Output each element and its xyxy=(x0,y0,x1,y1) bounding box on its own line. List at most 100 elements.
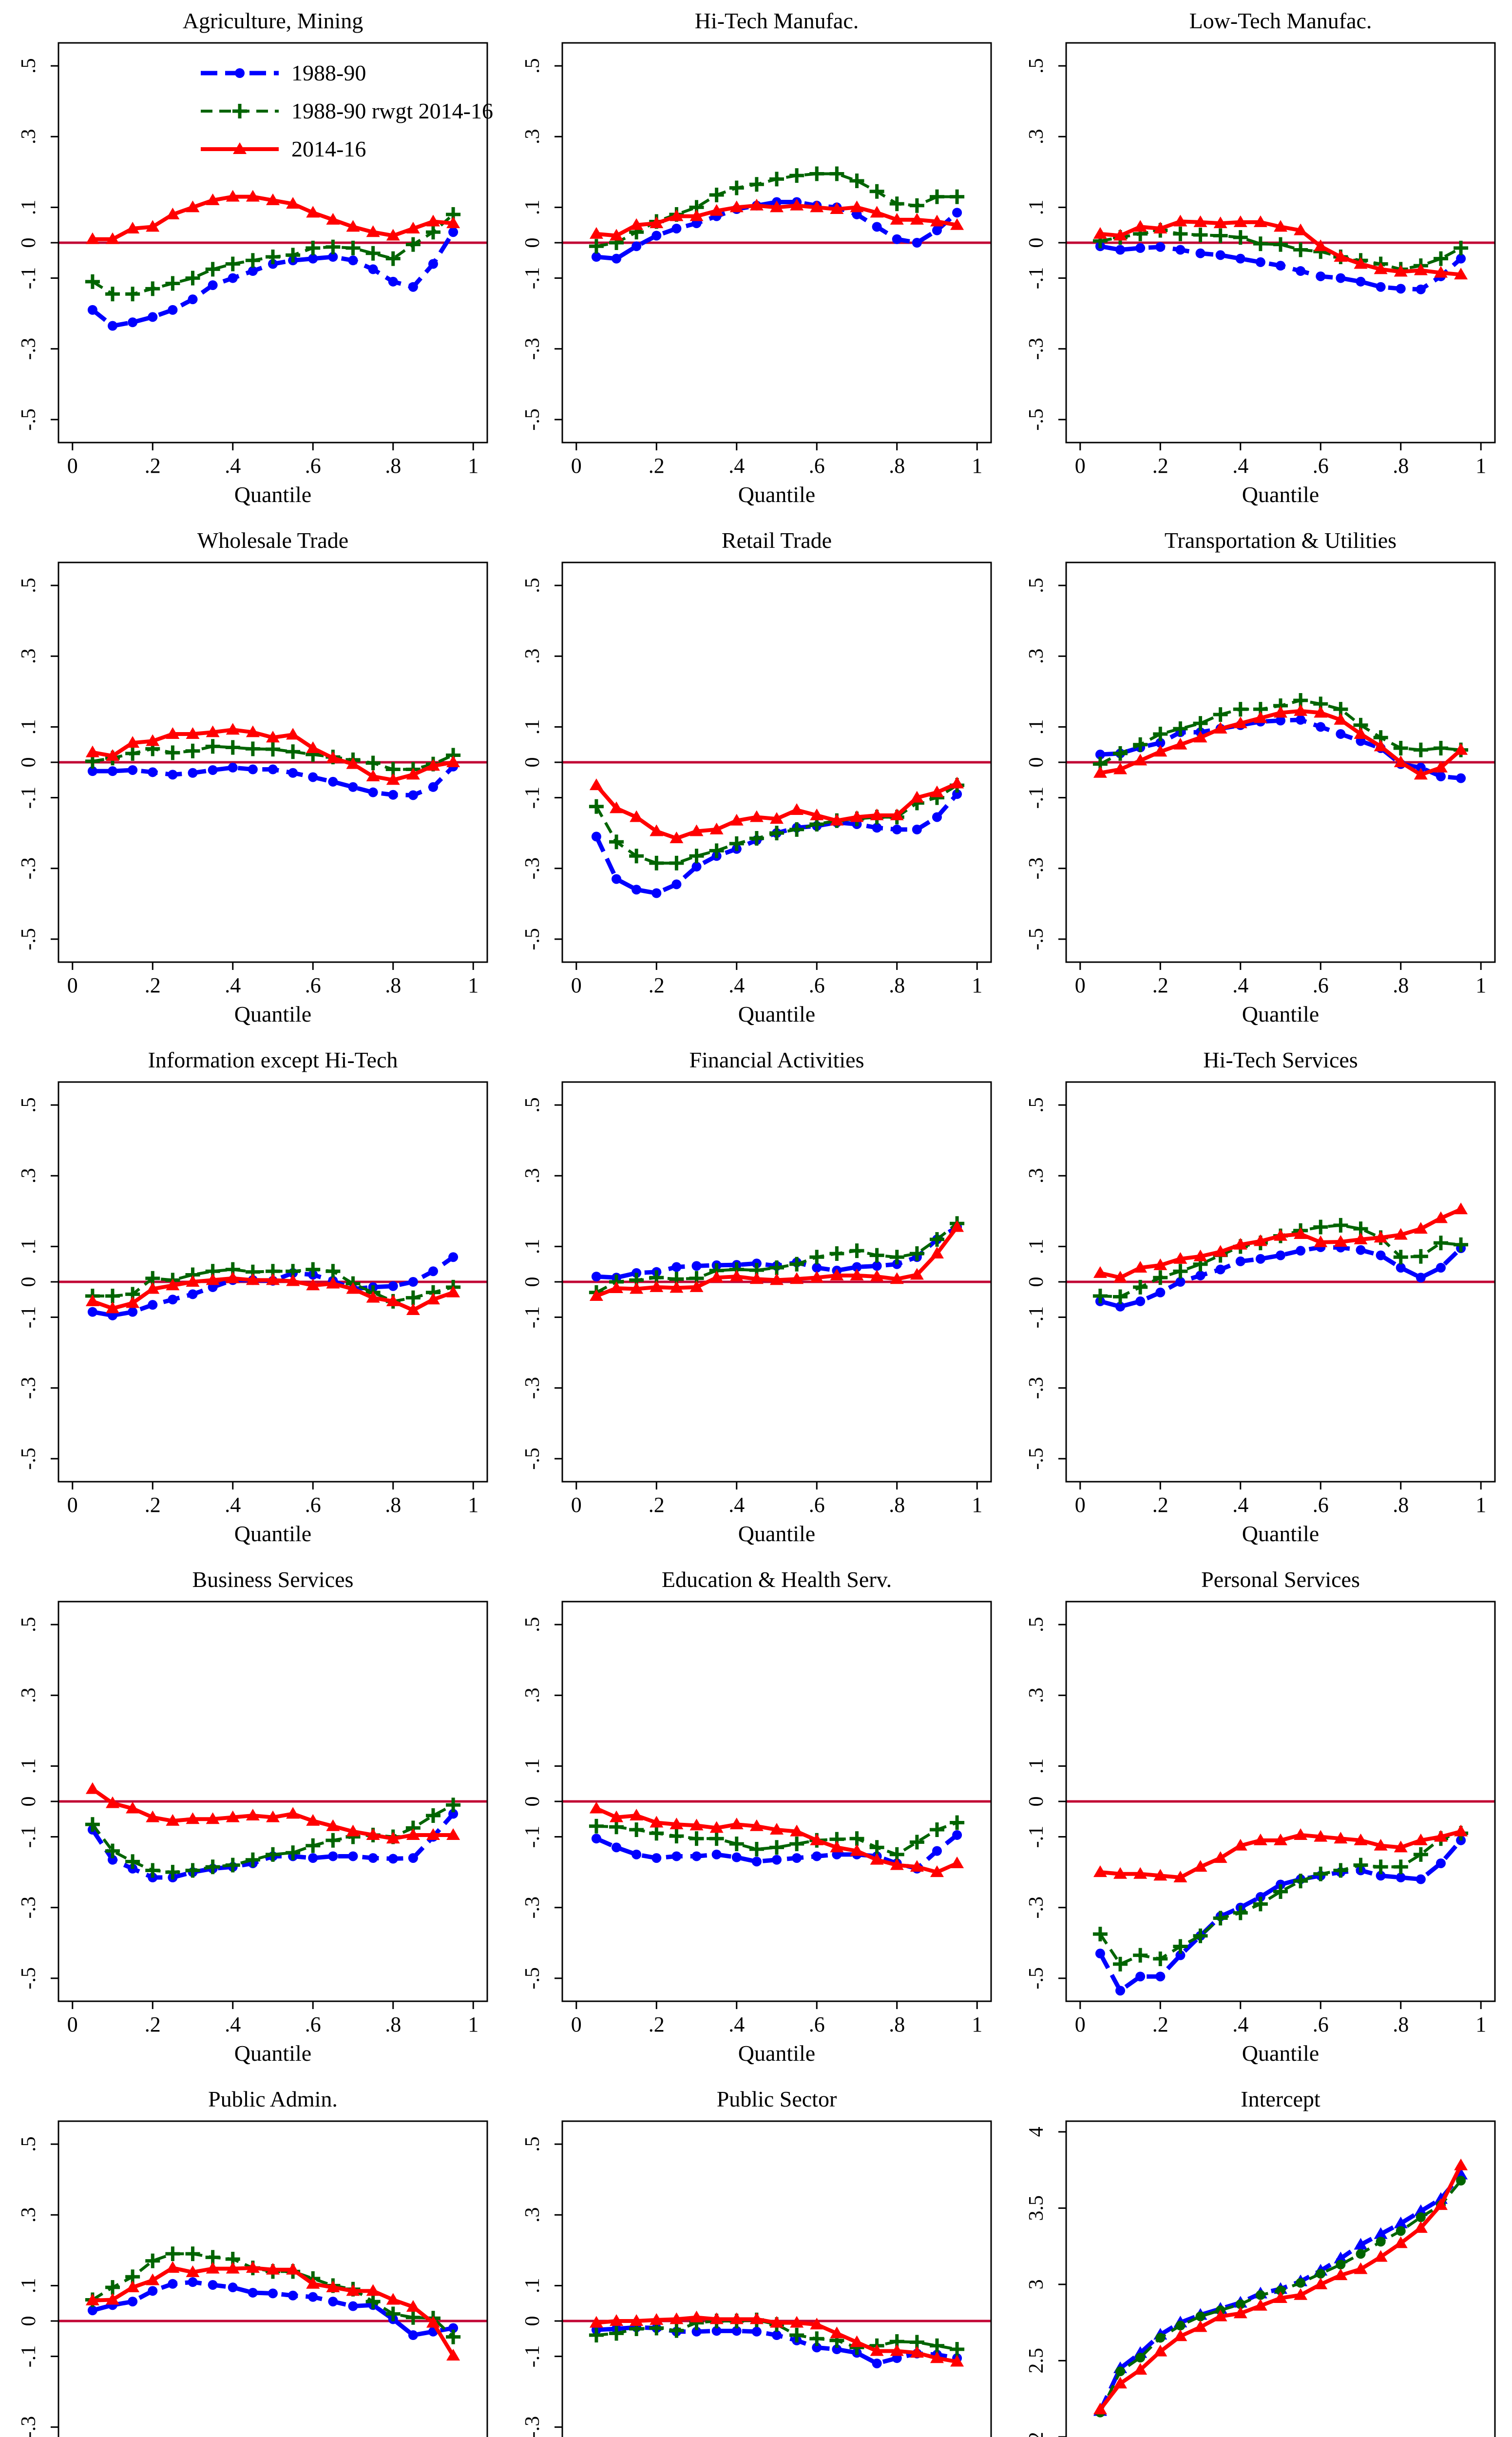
series-2014-16 xyxy=(85,1782,460,1844)
y-tick-label: -.1 xyxy=(1025,1306,1048,1329)
y-tick-label: .5 xyxy=(1025,1097,1048,1113)
legend: 1988-90 1988-90 rwgt 2014-16 2014-16 xyxy=(201,60,493,161)
y-tick-label: -.5 xyxy=(521,1448,544,1470)
y-axis-ticks: .5 .3 .1 0 -.1 -.3 -.5 xyxy=(1025,1617,1066,1990)
x-tick-label: 0 xyxy=(1075,454,1086,478)
y-tick-label: .3 xyxy=(521,649,544,664)
chart-agriculture-mining: Agriculture, Mining .5 .3 .1 0 -.1 -.3 -.5 0 .2 .4… xyxy=(18,8,493,507)
y-tick-label: -.3 xyxy=(521,2416,544,2437)
series-1988-90 xyxy=(87,2277,459,2340)
chart-title: Intercept xyxy=(1241,2087,1321,2111)
y-tick-label: -.3 xyxy=(18,2416,40,2437)
series-2014-16 xyxy=(1093,2158,1468,2415)
y-axis-ticks: .5 .3 .1 0 -.1 -.3 -.5 xyxy=(1025,578,1066,950)
x-tick-label: 1 xyxy=(1475,2012,1486,2036)
x-tick-label: .8 xyxy=(385,973,401,997)
series-1988-90-rwgt-2014-16 xyxy=(85,207,461,302)
plot-frame xyxy=(1065,561,1496,963)
x-tick-label: .2 xyxy=(145,2012,161,2036)
y-axis-ticks: .5 .3 .1 0 -.1 -.3 -.5 xyxy=(18,1097,58,1470)
series-1988-90-rwgt-2014-16 xyxy=(1092,1826,1469,1972)
x-tick-label: .8 xyxy=(1393,973,1409,997)
plot-frame xyxy=(561,1081,992,1483)
x-tick-label: 0 xyxy=(67,454,78,478)
chart-panel-public-sector: Public Sector.5.3.10-.1-.3-.50.2.4.6.81Q… xyxy=(504,2078,1008,2437)
x-tick-label: 1 xyxy=(468,973,478,997)
y-tick-label: -.3 xyxy=(18,1377,40,1399)
series-line-1988-90 xyxy=(91,1812,455,1880)
y-axis-ticks: .5 .3 .1 0 -.1 -.3 -.5 xyxy=(521,1617,562,1990)
x-tick-label: .4 xyxy=(1232,973,1248,997)
x-tick-label: 1 xyxy=(468,1493,478,1517)
y-tick-label: .3 xyxy=(521,129,544,145)
y-tick-label: -.1 xyxy=(18,787,40,809)
chart-title: Retail Trade xyxy=(722,528,832,553)
chart-public-sector: Public Sector.5.3.10-.1-.3-.50.2.4.6.81Q… xyxy=(521,2087,992,2437)
series-markers-2014-16 xyxy=(85,1271,460,1315)
x-tick-label: 1 xyxy=(1475,973,1486,997)
x-tick-label: .4 xyxy=(728,1493,745,1517)
y-tick-label: .5 xyxy=(18,58,40,74)
chart-title: Business Services xyxy=(192,1567,354,1592)
y-tick-label: .3 xyxy=(521,1168,544,1184)
series-1988-90-rwgt-2014-16 xyxy=(1092,693,1469,772)
y-tick-label: -.3 xyxy=(1025,1377,1048,1399)
y-tick-label: -.5 xyxy=(521,1967,544,1990)
x-tick-label: .4 xyxy=(728,454,745,478)
x-tick-label: .2 xyxy=(649,1493,665,1517)
x-tick-label: .6 xyxy=(1313,1493,1329,1517)
x-tick-label: .2 xyxy=(1152,973,1168,997)
y-tick-label: -.5 xyxy=(1025,1967,1048,1990)
x-tick-label: 0 xyxy=(571,973,582,997)
series-line-2014-16 xyxy=(92,2265,455,2357)
series-markers-1988-90-rwgt-2014-16 xyxy=(1092,1826,1469,1972)
y-tick-label: .1 xyxy=(18,1239,40,1255)
plot-frame xyxy=(1065,42,1496,444)
x-tick-label: .8 xyxy=(1393,454,1409,478)
x-tick-label: .6 xyxy=(1313,973,1329,997)
y-tick-label: -.5 xyxy=(521,928,544,950)
x-tick-label: 1 xyxy=(972,1493,982,1517)
y-tick-label: .5 xyxy=(521,58,544,74)
x-axis-label: Quantile xyxy=(738,1521,815,1546)
y-tick-label: -.3 xyxy=(521,857,544,880)
chart-title: Agriculture, Mining xyxy=(183,8,364,33)
x-tick-label: .8 xyxy=(385,2012,401,2036)
chart-panel-public-admin: Public Admin..5.3.10-.1-.3-.50.2.4.6.81Q… xyxy=(0,2078,504,2437)
chart-panel-hi-tech-manufac: Hi-Tech Manufac. .5 .3 .1 0 -.1 -.3 -.5 0 .2 .4 .6.… xyxy=(504,0,1008,520)
chart-title: Hi-Tech Services xyxy=(1203,1047,1358,1072)
chart-personal-services: Personal Services .5 .3 .1 0 -.1 -.3 -.5 0 .2 .4 .6… xyxy=(1025,1567,1496,2066)
series-markers-1988-90 xyxy=(87,2277,459,2340)
x-axis-label: Quantile xyxy=(234,482,311,507)
y-tick-label: .5 xyxy=(18,1617,40,1632)
y-tick-label: 0 xyxy=(1025,757,1048,768)
series-markers-1988-90 xyxy=(1095,241,1466,294)
plot-frame xyxy=(1065,1601,1496,2002)
x-tick-label: .4 xyxy=(225,1493,241,1517)
series-markers-1988-90 xyxy=(1095,1242,1466,1312)
x-tick-label: 0 xyxy=(1075,2012,1086,2036)
series-1988-90-rwgt-2014-16 xyxy=(589,1815,965,1862)
y-tick-label: -.5 xyxy=(1025,928,1048,950)
y-tick-label: 0 xyxy=(18,2316,40,2326)
series-markers-1988-90-rwgt-2014-16 xyxy=(589,1815,965,1862)
chart-title: Public Admin. xyxy=(208,2087,338,2111)
x-axis-label: Quantile xyxy=(738,2041,815,2066)
y-tick-label: -.1 xyxy=(521,1306,544,1329)
x-tick-label: .8 xyxy=(385,1493,401,1517)
y-tick-label: 0 xyxy=(521,1277,544,1287)
x-axis-label: Quantile xyxy=(234,1002,311,1026)
y-tick-label: .5 xyxy=(18,2136,40,2152)
y-tick-label: .1 xyxy=(1025,1759,1048,1774)
x-tick-label: .6 xyxy=(1313,454,1329,478)
x-tick-label: .6 xyxy=(809,2012,825,2036)
y-tick-label: 3 xyxy=(1025,2279,1048,2289)
y-tick-label: .3 xyxy=(521,2207,544,2223)
y-tick-label: .3 xyxy=(1025,649,1048,664)
y-tick-label: .5 xyxy=(1025,578,1048,593)
chart-panel-hi-tech-services: Hi-Tech Services .5 .3 .1 0 -.1 -.3 -.5 0 .2 .4 .6.… xyxy=(1008,1039,1512,1559)
x-tick-label: .2 xyxy=(145,454,161,478)
series-markers-2014-16 xyxy=(85,1782,460,1844)
x-tick-label: 0 xyxy=(1075,973,1086,997)
y-tick-label: .5 xyxy=(1025,58,1048,74)
